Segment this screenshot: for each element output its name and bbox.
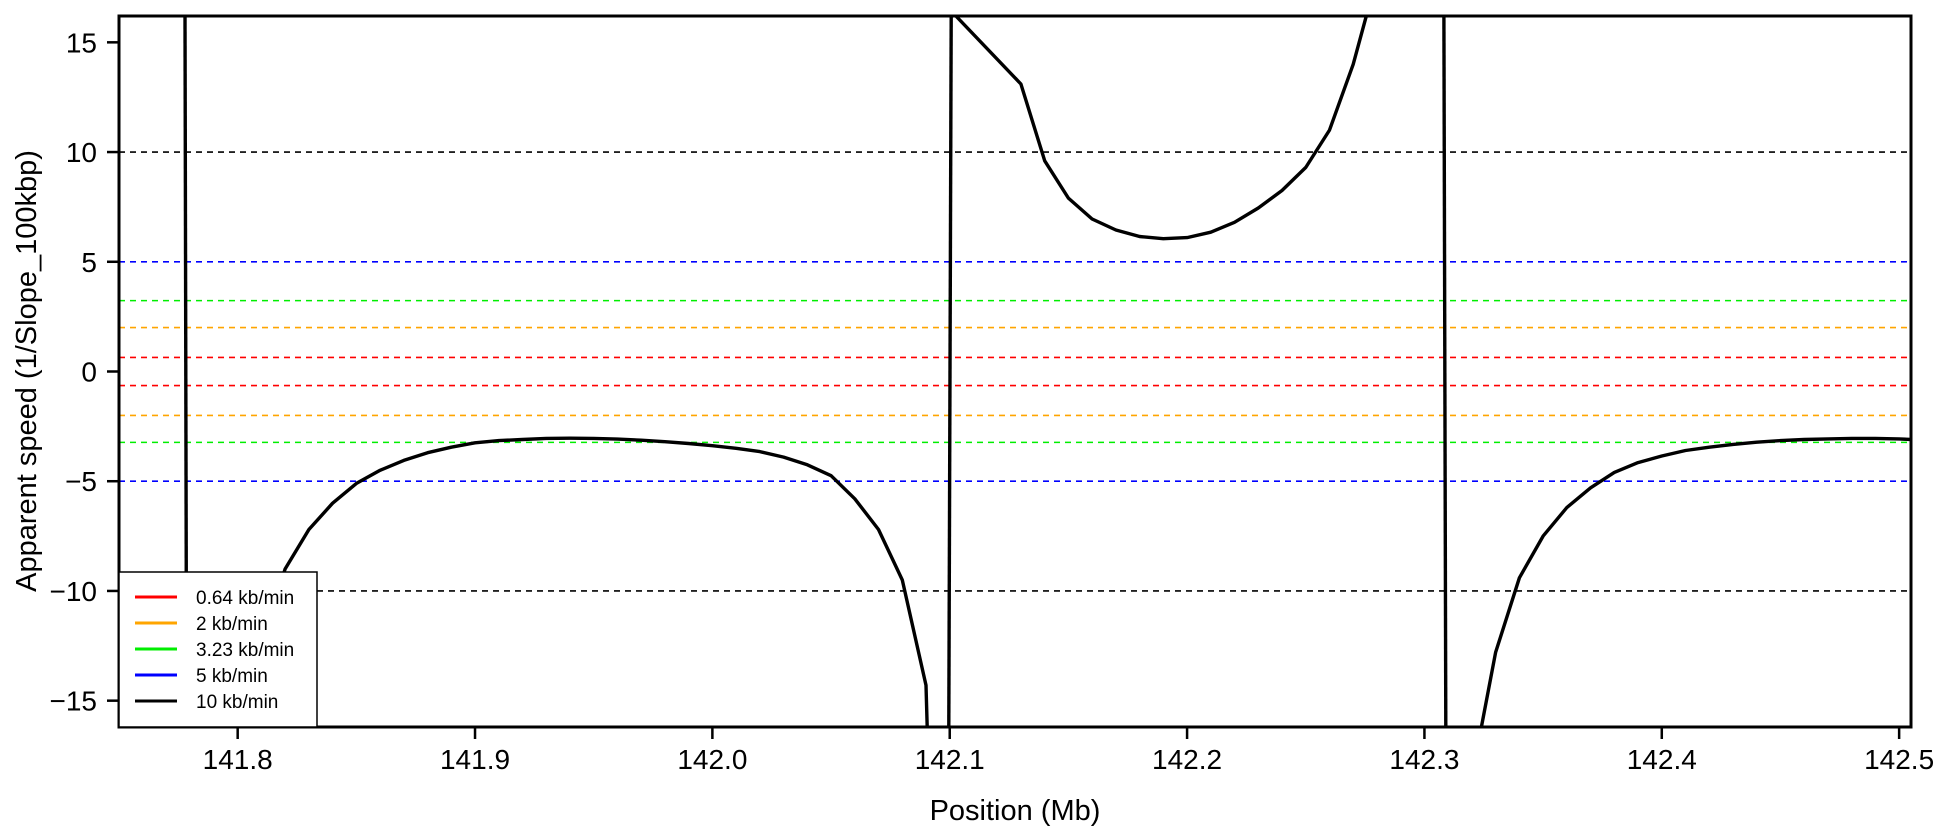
y-tick-label: 5 [81, 247, 97, 278]
y-tick-label: 0 [81, 357, 97, 388]
x-tick-label: 142.2 [1152, 744, 1222, 775]
x-tick-label: 142.4 [1627, 744, 1697, 775]
legend-label: 5 kb/min [196, 666, 268, 687]
x-axis-title: Position (Mb) [930, 795, 1101, 826]
y-tick-label: 10 [66, 137, 97, 168]
legend-label: 2 kb/min [196, 614, 268, 635]
x-tick-label: 142.1 [915, 744, 985, 775]
x-tick-label: 142.0 [677, 744, 747, 775]
x-tick-label: 142.5 [1864, 744, 1934, 775]
legend-label: 3.23 kb/min [196, 640, 294, 661]
legend-label: 10 kb/min [196, 692, 278, 713]
legend-label: 0.64 kb/min [196, 588, 294, 609]
y-axis-title: Apparent speed (1/Slope_100kbp) [11, 150, 43, 592]
x-tick-label: 141.9 [440, 744, 510, 775]
y-tick-label: 15 [66, 27, 97, 58]
series-line-0-segment-2 [949, 16, 951, 727]
series-line-0-segment-4 [1444, 16, 1446, 727]
x-tick-label: 141.8 [203, 744, 273, 775]
y-tick-label: −5 [65, 466, 97, 497]
y-tick-label: −10 [50, 576, 98, 607]
x-tick-label: 142.3 [1389, 744, 1459, 775]
legend: 0.64 kb/min 2 kb/min 3.23 kb/min 5 kb/min 10… [119, 572, 317, 727]
y-tick-label: −15 [50, 686, 98, 717]
